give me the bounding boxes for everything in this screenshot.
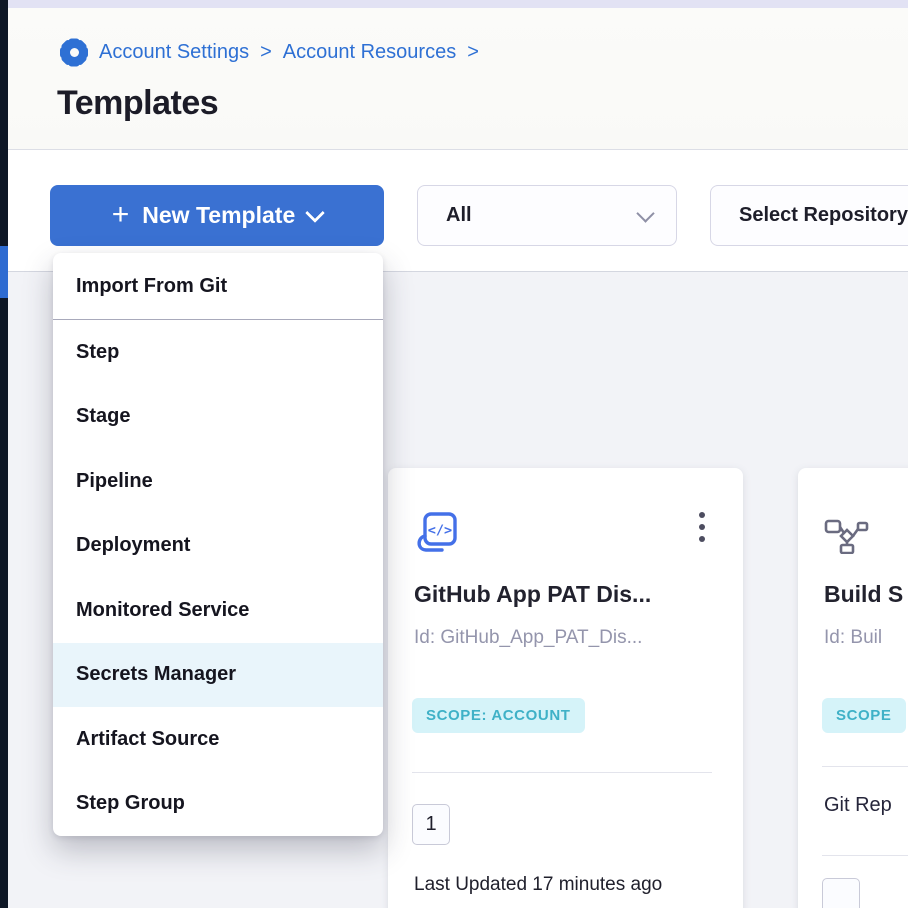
template-title[interactable]: Build S [824, 581, 904, 607]
version-chip[interactable]: 1 [412, 804, 450, 845]
card-divider [822, 766, 908, 767]
git-repo-text: Git Rep [824, 794, 892, 816]
page-header: Account Settings > Account Resources > T… [8, 8, 908, 150]
last-updated-text: Last Updated 17 minutes ago [414, 874, 663, 895]
code-template-icon: </> [417, 512, 457, 552]
menu-item-stage[interactable]: Stage [76, 405, 131, 428]
menu-item-secrets-manager[interactable]: Secrets Manager [53, 642, 383, 707]
menu-item-monitored-service[interactable]: Monitored Service [76, 598, 250, 621]
version-chip[interactable] [822, 878, 860, 908]
template-card-github-app-pat[interactable]: </> GitHub App PAT Dis... Id: GitHub_App… [388, 468, 743, 908]
repository-filter-value: Select Repository [739, 204, 908, 226]
menu-item-artifact-source[interactable]: Artifact Source [76, 727, 220, 750]
chevron-down-icon [305, 202, 326, 223]
card-divider [822, 855, 908, 856]
breadcrumb-separator: > [260, 40, 272, 63]
active-nav-indicator [0, 246, 8, 298]
template-id: Id: GitHub_App_PAT_Dis... [414, 627, 643, 648]
menu-item-deployment[interactable]: Deployment [76, 534, 191, 557]
collapsed-nav-strip[interactable] [0, 0, 8, 908]
menu-item-pipeline[interactable]: Pipeline [76, 469, 153, 492]
plus-icon: + [111, 197, 130, 231]
new-template-menu: Import From Git Step Stage Pipeline Depl… [53, 253, 383, 836]
new-template-button[interactable]: + New Template [50, 185, 384, 246]
gear-icon [60, 38, 88, 66]
new-template-label: New Template [142, 202, 296, 228]
svg-text:</>: </> [428, 523, 452, 539]
template-type-filter-value: All [446, 204, 472, 226]
card-divider [412, 772, 712, 773]
breadcrumb-account-resources[interactable]: Account Resources [282, 40, 457, 63]
breadcrumb-separator: > [467, 40, 479, 63]
template-type-filter[interactable]: All [417, 185, 677, 246]
stage-template-icon [824, 519, 869, 554]
breadcrumb-account-settings[interactable]: Account Settings [99, 40, 250, 63]
more-options-icon[interactable] [695, 508, 709, 546]
chevron-down-icon [636, 203, 655, 223]
menu-item-step-group[interactable]: Step Group [76, 792, 185, 815]
template-id: Id: Buil [824, 627, 883, 648]
menu-item-import-from-git[interactable]: Import From Git [53, 253, 383, 320]
page-title: Templates [57, 84, 219, 122]
menu-item-step[interactable]: Step [76, 340, 120, 363]
scope-badge: SCOPE: ACCOUNT [412, 698, 585, 733]
breadcrumb: Account Settings > Account Resources > [60, 38, 479, 66]
top-accent-bar [8, 0, 908, 8]
template-card-build-stage[interactable]: Build S Id: Buil SCOPE Git Rep [798, 468, 908, 908]
scope-badge: SCOPE [822, 698, 906, 733]
template-title[interactable]: GitHub App PAT Dis... [414, 581, 652, 607]
repository-filter[interactable]: Select Repository [710, 185, 908, 246]
